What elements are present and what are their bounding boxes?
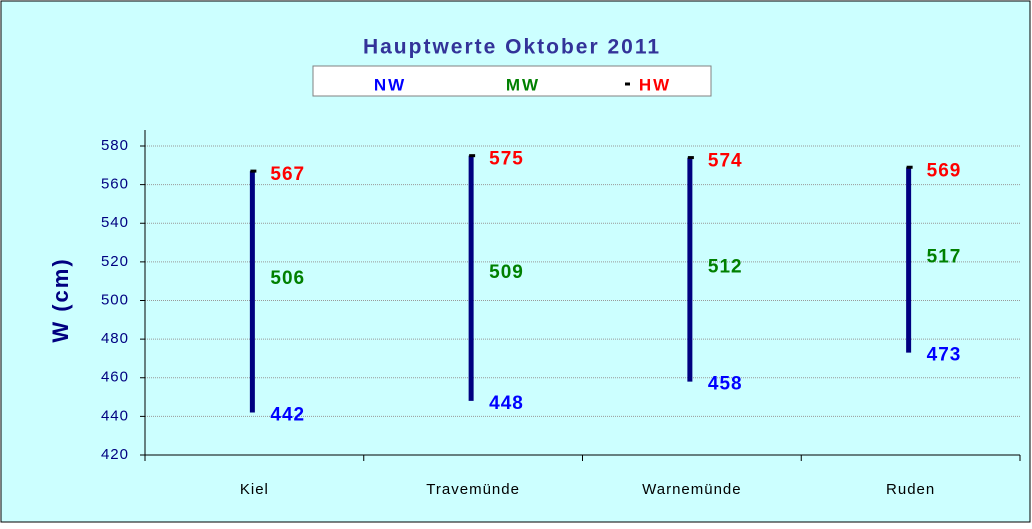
data-label: 442 [270, 405, 305, 426]
y-tick-label: 480 [101, 330, 129, 347]
data-label: 506 [270, 268, 305, 289]
data-label: 569 [927, 160, 962, 181]
y-tick-label: 440 [101, 407, 129, 424]
data-label: 448 [489, 393, 524, 414]
x-tick-label: Warnemünde [642, 481, 742, 498]
data-label: 509 [489, 262, 524, 283]
y-tick-label: 460 [101, 369, 129, 386]
legend-box [312, 65, 712, 97]
data-label: 458 [708, 374, 743, 395]
legend-label: NW [374, 75, 406, 94]
legend-label: MW [506, 75, 540, 94]
y-tick-label: 420 [101, 446, 129, 463]
legend-label: HW [639, 75, 671, 94]
x-tick-label: Ruden [886, 481, 935, 498]
data-label: 517 [927, 247, 962, 268]
y-tick-label: 540 [101, 214, 129, 231]
data-label: 575 [489, 149, 524, 170]
chart-title: Hauptwerte Oktober 2011 [363, 36, 661, 59]
data-label: 574 [708, 151, 743, 172]
data-label: 567 [270, 164, 305, 185]
y-tick-label: 560 [101, 176, 129, 193]
data-label: 512 [708, 256, 743, 277]
x-tick-label: Kiel [240, 481, 269, 498]
y-tick-label: 580 [101, 137, 129, 154]
y-tick-label: 520 [101, 253, 129, 270]
x-tick-label: Travemünde [426, 481, 520, 498]
y-axis-label: W (cm) [48, 257, 73, 342]
y-tick-label: 500 [101, 291, 129, 308]
data-label: 473 [927, 345, 962, 366]
